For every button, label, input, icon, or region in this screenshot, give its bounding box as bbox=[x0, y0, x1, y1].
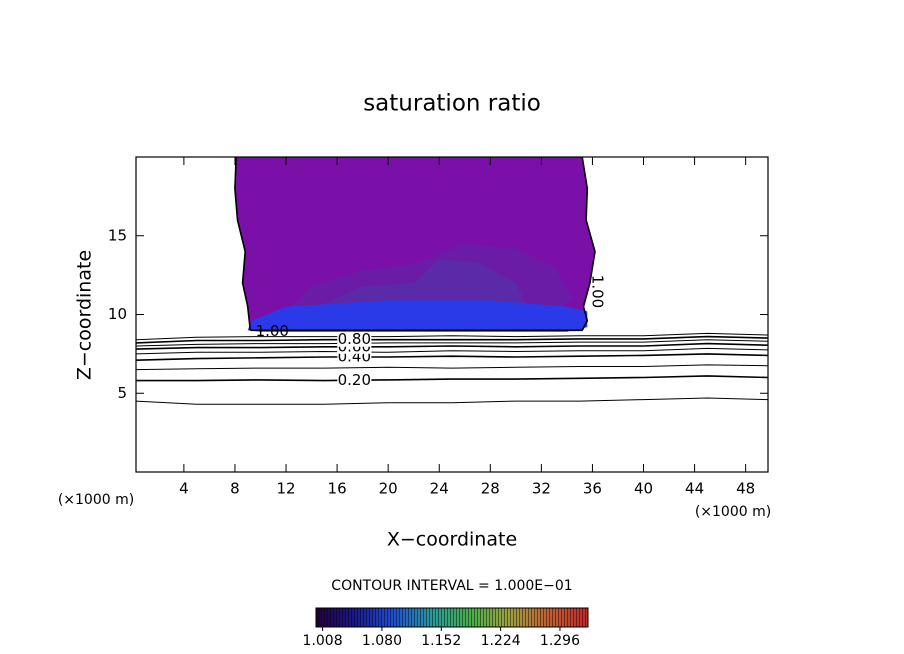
x-axis-label: X−coordinate bbox=[387, 529, 517, 551]
colorbar-tick-label: 1.296 bbox=[540, 633, 580, 649]
x-tick-label: 24 bbox=[430, 480, 449, 498]
contour-line bbox=[234, 157, 596, 332]
contour-label: 1.00 bbox=[256, 322, 289, 340]
chart-title: saturation ratio bbox=[363, 91, 541, 117]
y-tick-label: 15 bbox=[108, 226, 127, 244]
contour-line bbox=[136, 339, 768, 347]
x-tick-label: 40 bbox=[634, 480, 653, 498]
x-unit-label: (×1000 m) bbox=[58, 492, 134, 508]
x-tick-label: 36 bbox=[583, 480, 602, 498]
colorbar-stripes bbox=[316, 608, 588, 627]
contour-line bbox=[136, 397, 768, 405]
colorbar-tick-label: 1.008 bbox=[303, 633, 343, 649]
contour-line bbox=[136, 347, 768, 355]
x-tick-label: 12 bbox=[276, 480, 295, 498]
x-tick-label: 32 bbox=[532, 480, 551, 498]
filled-region bbox=[247, 300, 588, 332]
contour-label: 0.80 bbox=[338, 330, 371, 348]
contour-line bbox=[136, 375, 768, 382]
x-unit-label: (×1000 m) bbox=[695, 504, 771, 520]
plot-area bbox=[136, 157, 768, 405]
contour-line bbox=[136, 335, 768, 344]
contour-line bbox=[136, 342, 768, 350]
x-tick-label: 8 bbox=[230, 480, 240, 498]
filled-region bbox=[311, 259, 529, 310]
contour-line bbox=[136, 364, 768, 371]
contour-label: 0.20 bbox=[338, 371, 371, 389]
x-tick-label: 20 bbox=[379, 480, 398, 498]
contour-label-bg bbox=[337, 373, 372, 388]
contour-line bbox=[136, 332, 768, 341]
contour-line bbox=[136, 353, 768, 361]
y-axis-label: Z−coordinate bbox=[74, 250, 96, 380]
contour-label-bg bbox=[337, 332, 372, 347]
colorbar-tick-label: 1.080 bbox=[362, 633, 402, 649]
y-tick-label: 10 bbox=[108, 305, 127, 323]
colorbar-tick-label: 1.224 bbox=[481, 633, 521, 649]
contour-label: 1.00 bbox=[588, 275, 606, 308]
x-tick-label: 48 bbox=[736, 480, 755, 498]
x-tick-label: 44 bbox=[685, 480, 704, 498]
colorbar-tick-label: 1.152 bbox=[421, 633, 461, 649]
contour-interval: CONTOUR INTERVAL = 1.000E−01 bbox=[331, 578, 572, 594]
x-tick-label: 16 bbox=[328, 480, 347, 498]
x-tick-label: 4 bbox=[179, 480, 189, 498]
x-tick-label: 28 bbox=[481, 480, 500, 498]
y-tick-label: 5 bbox=[117, 384, 127, 402]
